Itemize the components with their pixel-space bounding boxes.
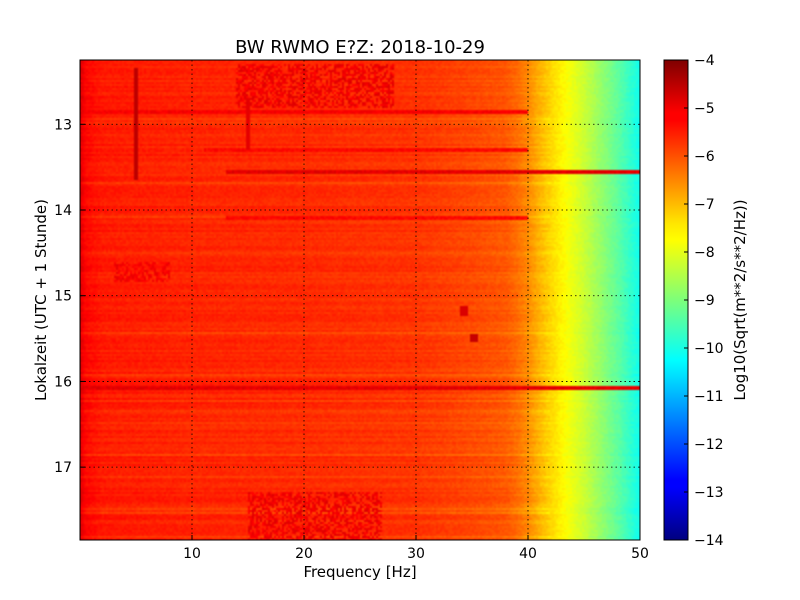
colorbar-tick-label: −4 (694, 53, 715, 69)
colorbar-tick-label: −10 (694, 341, 724, 357)
colorbar-tick-label: −11 (694, 389, 724, 405)
y-tick-label: 16 (54, 374, 72, 390)
y-tick-label: 15 (54, 289, 72, 305)
colorbar-tick-label: −9 (694, 293, 715, 309)
colorbar: −4 −5 −6 −7 −8 −9 −10 −11 −12 −13 −14 Log10(Sqrt(m… (663, 53, 749, 549)
colorbar-tick-label: −5 (694, 101, 715, 117)
colorbar-tick-label: −8 (694, 245, 715, 261)
y-tick-label: 13 (54, 117, 72, 133)
x-tick-label: 20 (295, 546, 313, 562)
colorbar-tick-label: −7 (694, 197, 715, 213)
y-tick-label: 14 (54, 203, 72, 219)
x-tick-label: 30 (407, 546, 425, 562)
colorbar-tick-label: −13 (694, 485, 724, 501)
x-axis-label: Frequency [Hz] (303, 563, 416, 581)
x-tick-label: 50 (631, 546, 649, 562)
colorbar-label: Log10(Sqrt(m**2/s**2/Hz)) (731, 199, 749, 400)
y-axis: 13 14 15 16 17 (54, 117, 85, 476)
x-tick-label: 10 (183, 546, 201, 562)
colorbar-tick-label: −6 (694, 149, 715, 165)
x-tick-label: 40 (519, 546, 537, 562)
spectrogram-heatmap (80, 60, 640, 540)
y-axis-label: Lokalzeit (UTC + 1 Stunde) (32, 199, 50, 401)
chart-title: BW RWMO E?Z: 2018-10-29 (235, 37, 485, 58)
colorbar-tick-label: −12 (694, 437, 724, 453)
y-tick-label: 17 (54, 460, 72, 476)
colorbar-ticks: −4 −5 −6 −7 −8 −9 −10 −11 −12 −13 −14 (684, 53, 724, 549)
plot-area: 10 20 30 40 50 13 14 15 16 17 (54, 59, 649, 562)
grid-lines (80, 60, 640, 540)
colorbar-tick-label: −14 (694, 533, 724, 549)
x-axis: 10 20 30 40 50 (183, 535, 649, 562)
plot-frame (79, 59, 641, 541)
